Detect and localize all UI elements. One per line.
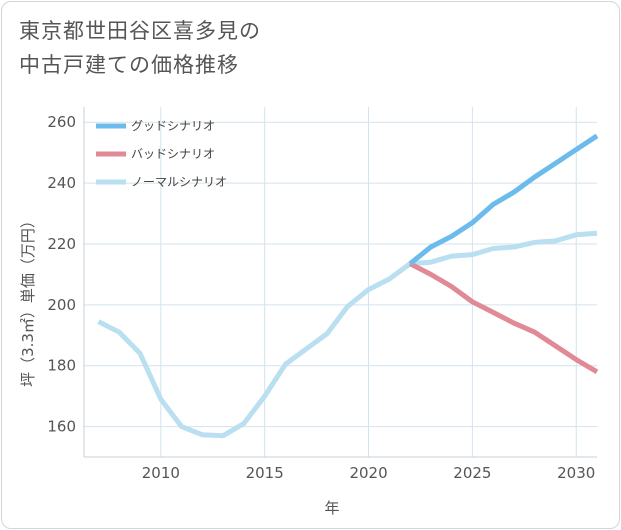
legend-label-0: グッドシナリオ — [131, 119, 215, 133]
x-tick-label: 2015 — [246, 464, 284, 482]
y-tick-label: 240 — [47, 174, 76, 192]
plot-area — [84, 107, 597, 457]
x-tick-label: 2010 — [142, 464, 180, 482]
x-tick-label: 2020 — [349, 464, 387, 482]
y-tick-label: 160 — [47, 418, 76, 436]
chart-title-line-1: 東京都世田谷区喜多見の — [19, 19, 261, 43]
y-tick-label: 260 — [47, 113, 76, 131]
x-tick-label: 2030 — [557, 464, 595, 482]
chart-title: 東京都世田谷区喜多見の 中古戸建ての価格推移 — [19, 14, 261, 82]
grid-lines — [84, 107, 597, 457]
series-line-0 — [408, 133, 599, 266]
y-axis-label: 坪（3.3㎡）単価（万円） — [19, 213, 37, 387]
x-axis-label: 年 — [324, 499, 339, 517]
legend-label-1: バッドシナリオ — [131, 147, 215, 161]
series-line-1 — [408, 261, 599, 374]
chart-title-line-2: 中古戸建ての価格推移 — [19, 53, 239, 77]
legend-label-2: ノーマルシナリオ — [131, 175, 227, 189]
x-tick-label: 2025 — [453, 464, 491, 482]
y-tick-label: 180 — [47, 357, 76, 375]
series-lines — [97, 133, 599, 439]
y-tick-label: 200 — [47, 296, 76, 314]
axes: 2010 2015 2020 2025 2030 160 180 200 220 240 260 — [47, 107, 597, 482]
y-tick-label: 220 — [47, 235, 76, 253]
series-line-2 — [97, 230, 598, 439]
